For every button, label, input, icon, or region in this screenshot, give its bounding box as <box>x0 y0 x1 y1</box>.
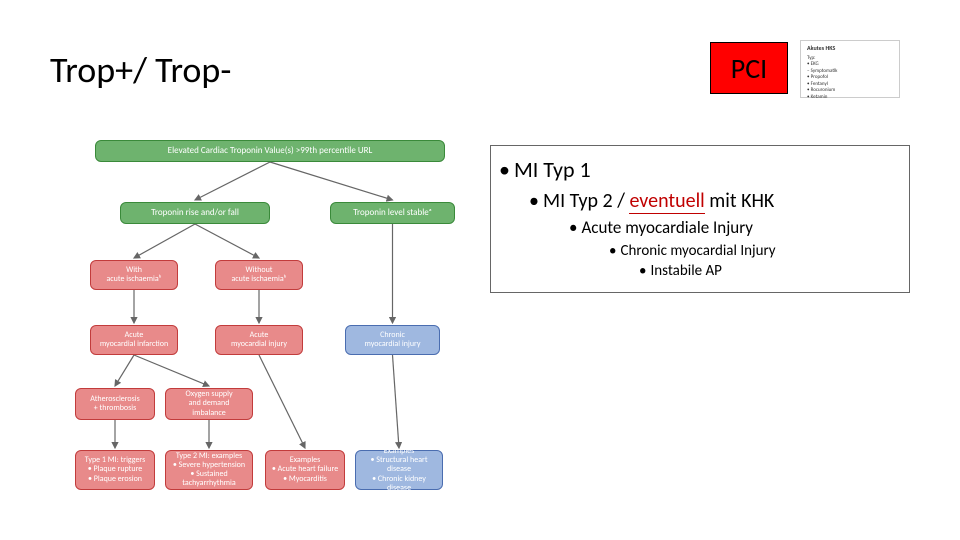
flowchart-node-without: Without acute ischaemiaᵇ <box>215 260 303 290</box>
slide-thumbnail: Akutes HKS Typ: • EKG – Symptomatik • Pr… <box>800 40 900 98</box>
flowchart-node-t2: Type 2 MI: examples • Severe hypertensio… <box>165 450 253 490</box>
troponin-flowchart: Elevated Cardiac Troponin Value(s) >99th… <box>60 140 480 520</box>
list-item-label: Instabile AP <box>650 262 721 280</box>
list-item-label: Chronic myocardial Injury <box>620 242 775 260</box>
flowchart-node-chronic: Chronic myocardial injury <box>345 325 440 355</box>
flowchart-node-t1: Type 1 MI: triggers • Plaque rupture • P… <box>75 450 155 490</box>
list-item-mi-typ1: •MI Typ 1 <box>499 156 901 183</box>
flowchart-node-ami: Acute myocardial infarction <box>90 325 178 355</box>
list-item-label: MI Typ 1 <box>514 156 591 183</box>
link-eventuell[interactable]: eventuell <box>629 189 704 214</box>
list-item-label: MI Typ 2 / <box>543 189 629 213</box>
flowchart-node-rise: Troponin rise and/or fall <box>120 202 270 224</box>
flowchart-node-oxygen: Oxygen supply and demand imbalance <box>165 388 253 420</box>
diagnosis-list: •MI Typ 1 •MI Typ 2 / eventuell mit KHK … <box>490 145 910 293</box>
flowchart-node-ex1: Examples • Acute heart failure • Myocard… <box>265 450 345 490</box>
flowchart-node-athero: Atherosclerosis + thrombosis <box>75 388 155 420</box>
pci-badge: PCI <box>710 42 788 94</box>
thumb-body: Typ: • EKG – Symptomatik • Propofol • Fe… <box>807 55 893 101</box>
flowchart-node-with: With acute ischaemiaᵇ <box>90 260 178 290</box>
list-item-chronic-injury: •Chronic myocardial Injury <box>609 242 901 260</box>
page-title: Trop+/ Trop- <box>50 48 231 92</box>
list-item-mi-typ2: •MI Typ 2 / eventuell mit KHK <box>529 189 901 213</box>
list-item-instabile-ap: •Instabile AP <box>639 262 901 280</box>
flowchart-node-acute_inj: Acute myocardial injury <box>215 325 303 355</box>
flowchart-node-ex2: Examples • Structural heart disease • Ch… <box>355 450 443 490</box>
flowchart-node-top: Elevated Cardiac Troponin Value(s) >99th… <box>95 140 445 162</box>
list-item-label: Acute myocardiale Injury <box>581 217 752 238</box>
list-item-label: mit KHK <box>705 189 775 213</box>
list-item-acute-injury: •Acute myocardiale Injury <box>569 217 901 238</box>
thumb-title: Akutes HKS <box>807 45 893 53</box>
flowchart-node-stable: Troponin level stableᵃ <box>330 202 455 224</box>
